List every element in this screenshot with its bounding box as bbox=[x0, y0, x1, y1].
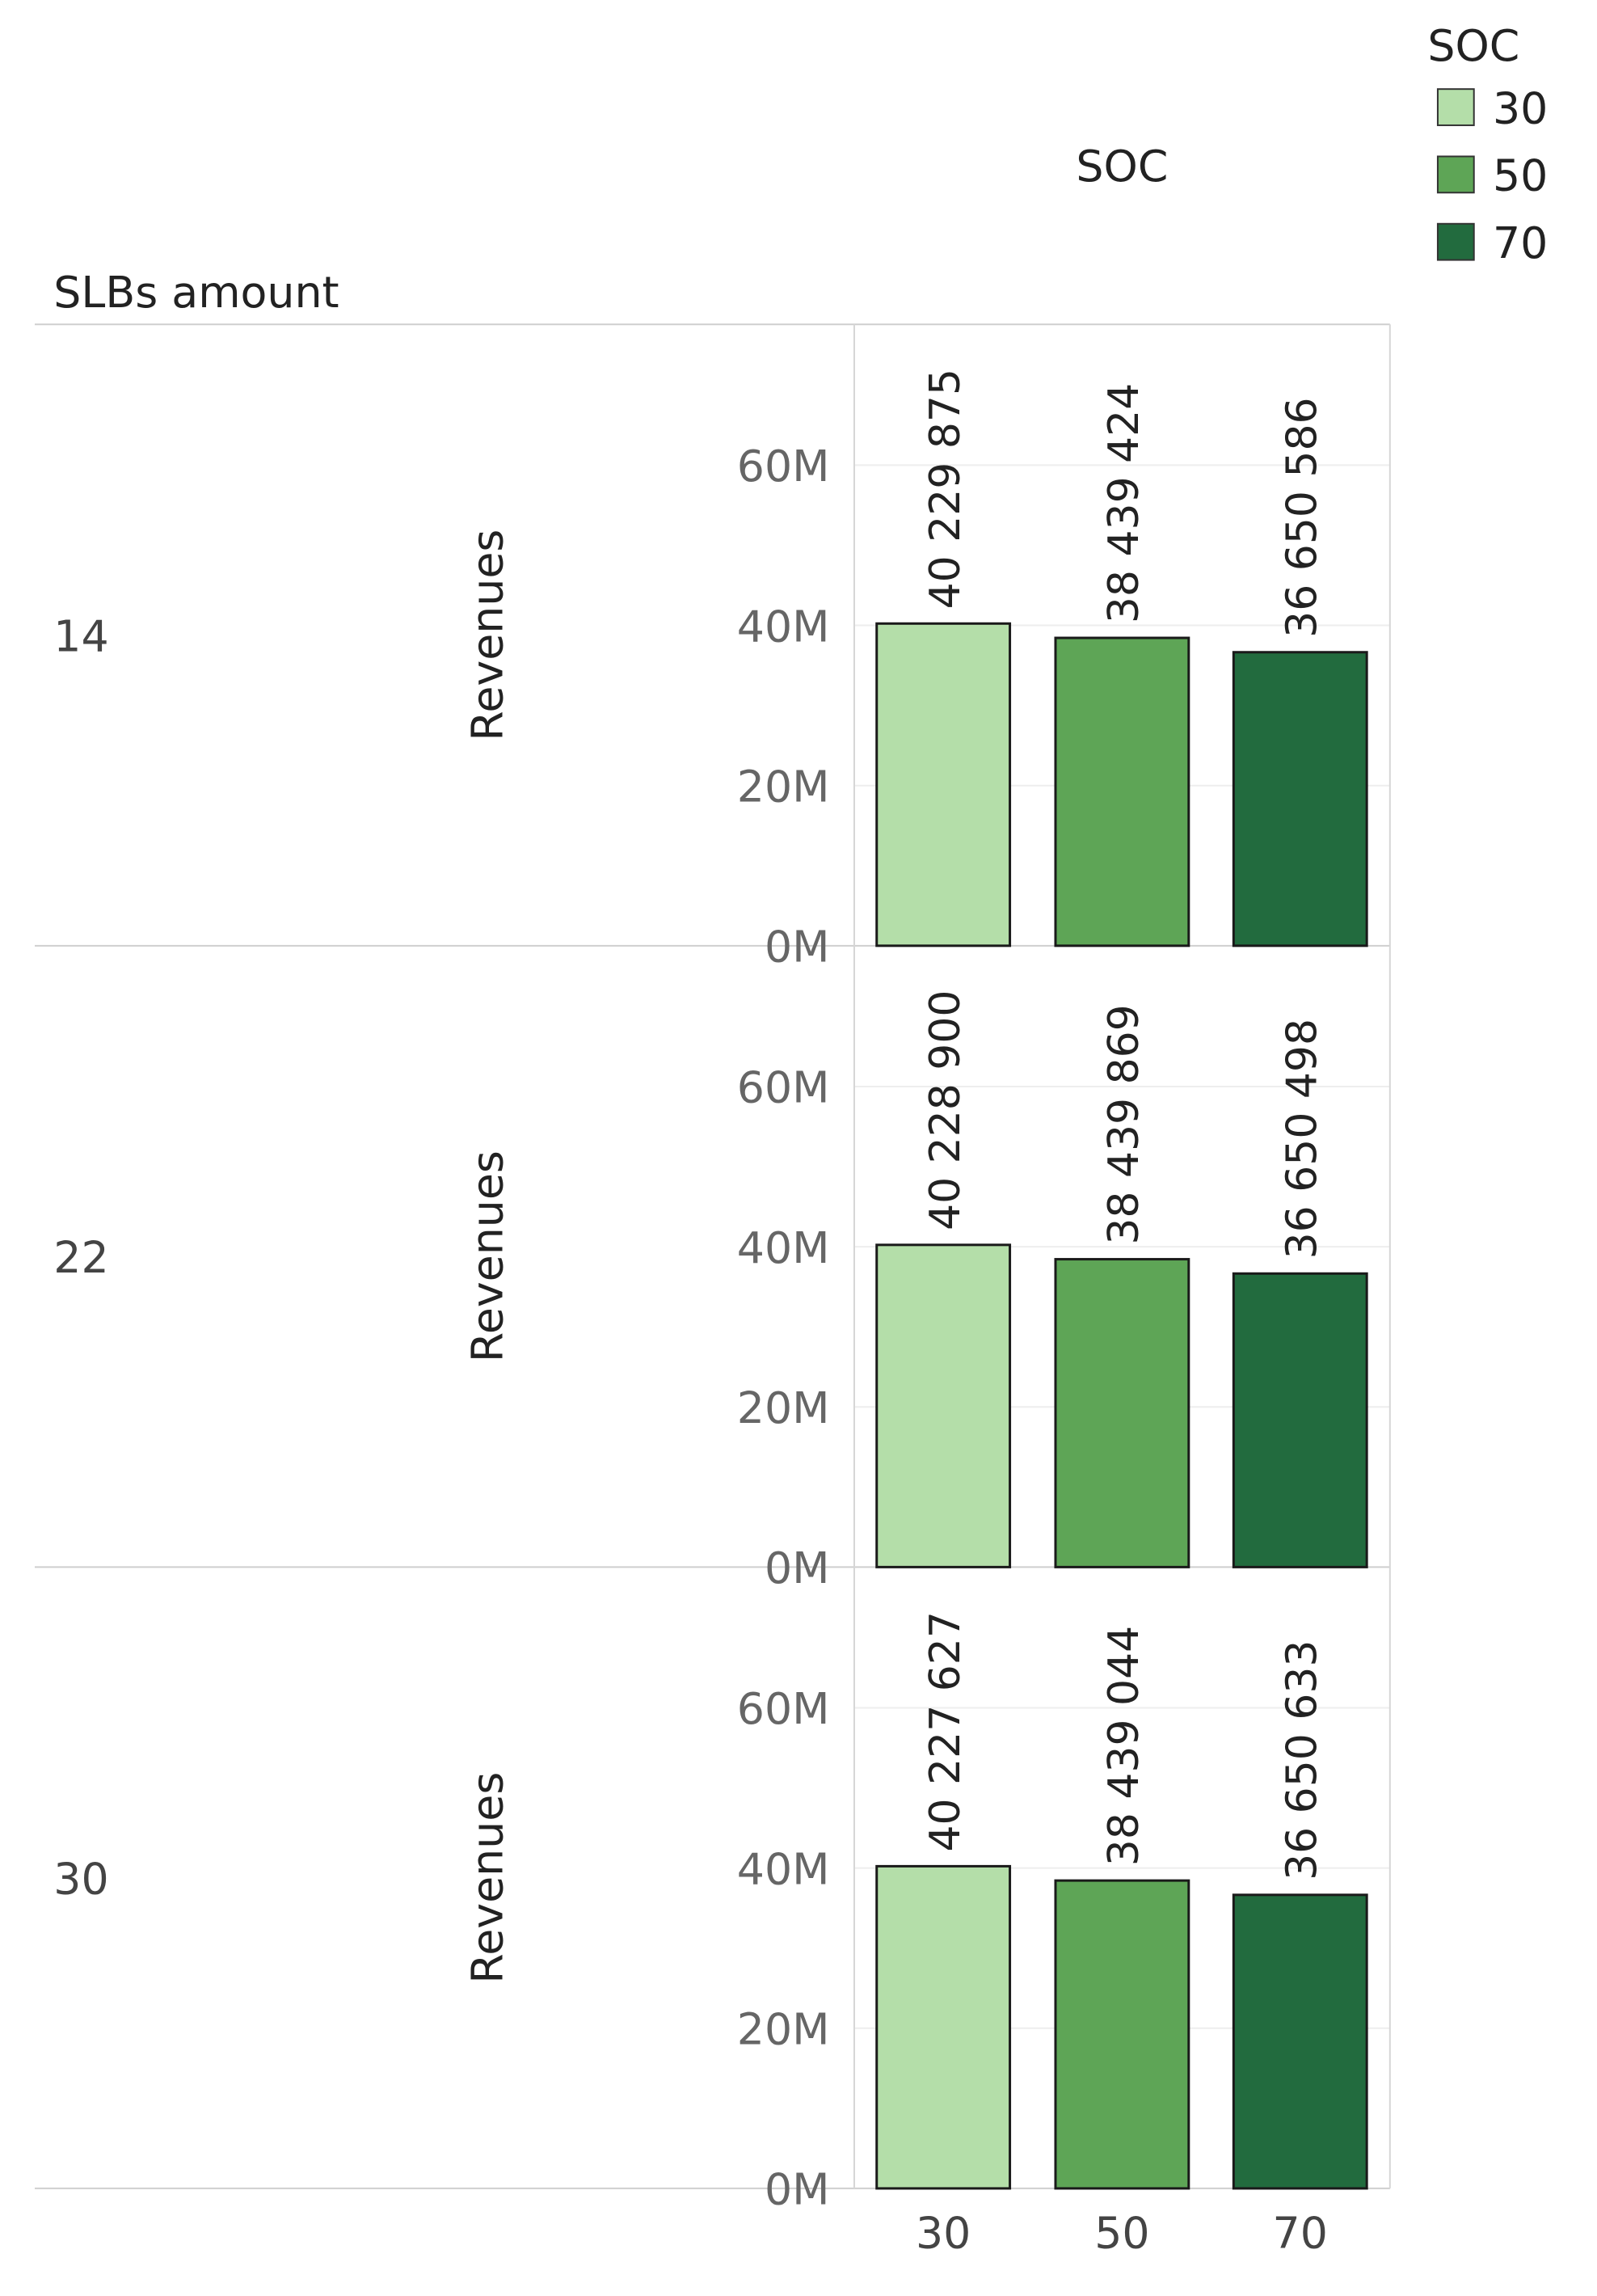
legend-swatch-30 bbox=[1436, 88, 1475, 126]
y-tick-label-2-4: 60M bbox=[737, 1062, 830, 1113]
legend-label-70: 70 bbox=[1493, 217, 1548, 268]
value-label-3-50: 38 439 044 bbox=[1100, 1626, 1148, 1866]
y-tick-label-3-1: 0M bbox=[765, 2164, 830, 2215]
legend-swatch-70 bbox=[1436, 222, 1475, 261]
value-label-2-30: 40 228 900 bbox=[921, 990, 970, 1230]
value-label-1-50: 38 439 424 bbox=[1100, 383, 1148, 623]
bar-2-70 bbox=[1232, 1272, 1368, 1568]
bar-2-30 bbox=[875, 1243, 1012, 1568]
y-tick-label-1-3: 40M bbox=[737, 601, 830, 652]
bar-1-30 bbox=[875, 622, 1012, 948]
value-label-2-70: 36 650 498 bbox=[1278, 1019, 1326, 1259]
y-tick-label-3-2: 20M bbox=[737, 2003, 830, 2054]
y-axis-title-3: Revenues bbox=[462, 1772, 513, 1984]
y-tick-label-1-2: 20M bbox=[737, 761, 830, 812]
legend-label-30: 30 bbox=[1493, 82, 1548, 133]
legend-swatch-50 bbox=[1436, 155, 1475, 194]
y-axis-title-2: Revenues bbox=[462, 1150, 513, 1362]
y-tick-label-2-2: 20M bbox=[737, 1382, 830, 1433]
value-label-2-50: 38 439 869 bbox=[1100, 1004, 1148, 1244]
legend: SOC 30 50 70 bbox=[1427, 20, 1548, 268]
row-label-2: 22 bbox=[53, 1232, 108, 1283]
legend-title: SOC bbox=[1427, 20, 1519, 71]
bar-1-70 bbox=[1232, 651, 1368, 948]
value-label-3-30: 40 227 627 bbox=[921, 1611, 970, 1851]
y-tick-label-1-1: 0M bbox=[765, 922, 830, 973]
row-label-1: 14 bbox=[53, 610, 108, 661]
x-category-label-30: 30 bbox=[916, 2207, 971, 2258]
y-tick-label-2-3: 40M bbox=[737, 1222, 830, 1273]
bar-2-50 bbox=[1054, 1258, 1190, 1568]
row-label-3: 30 bbox=[53, 1853, 108, 1904]
value-label-1-30: 40 229 875 bbox=[921, 369, 970, 609]
value-label-1-70: 36 650 586 bbox=[1278, 397, 1326, 637]
y-tick-label-3-3: 40M bbox=[737, 1843, 830, 1894]
column-header: SOC bbox=[1076, 141, 1168, 192]
text-layer: SLBs amount SOC 14 Revenues 0M 20M 40M 60M 40 22… bbox=[53, 141, 1328, 2258]
y-axis-title-1: Revenues bbox=[462, 530, 513, 741]
y-tick-label-1-4: 60M bbox=[737, 441, 830, 492]
row-header: SLBs amount bbox=[53, 267, 339, 318]
legend-label-50: 50 bbox=[1493, 150, 1548, 201]
bars-layer bbox=[875, 622, 1368, 2190]
y-tick-label-2-1: 0M bbox=[765, 1543, 830, 1593]
x-category-label-70: 70 bbox=[1273, 2207, 1328, 2258]
bar-1-50 bbox=[1054, 636, 1190, 948]
bar-3-30 bbox=[875, 1864, 1012, 2190]
value-label-3-70: 36 650 633 bbox=[1278, 1640, 1326, 1880]
bar-3-70 bbox=[1232, 1893, 1368, 2190]
y-tick-label-3-4: 60M bbox=[737, 1683, 830, 1734]
x-category-label-50: 50 bbox=[1094, 2207, 1149, 2258]
bar-3-50 bbox=[1054, 1879, 1190, 2190]
